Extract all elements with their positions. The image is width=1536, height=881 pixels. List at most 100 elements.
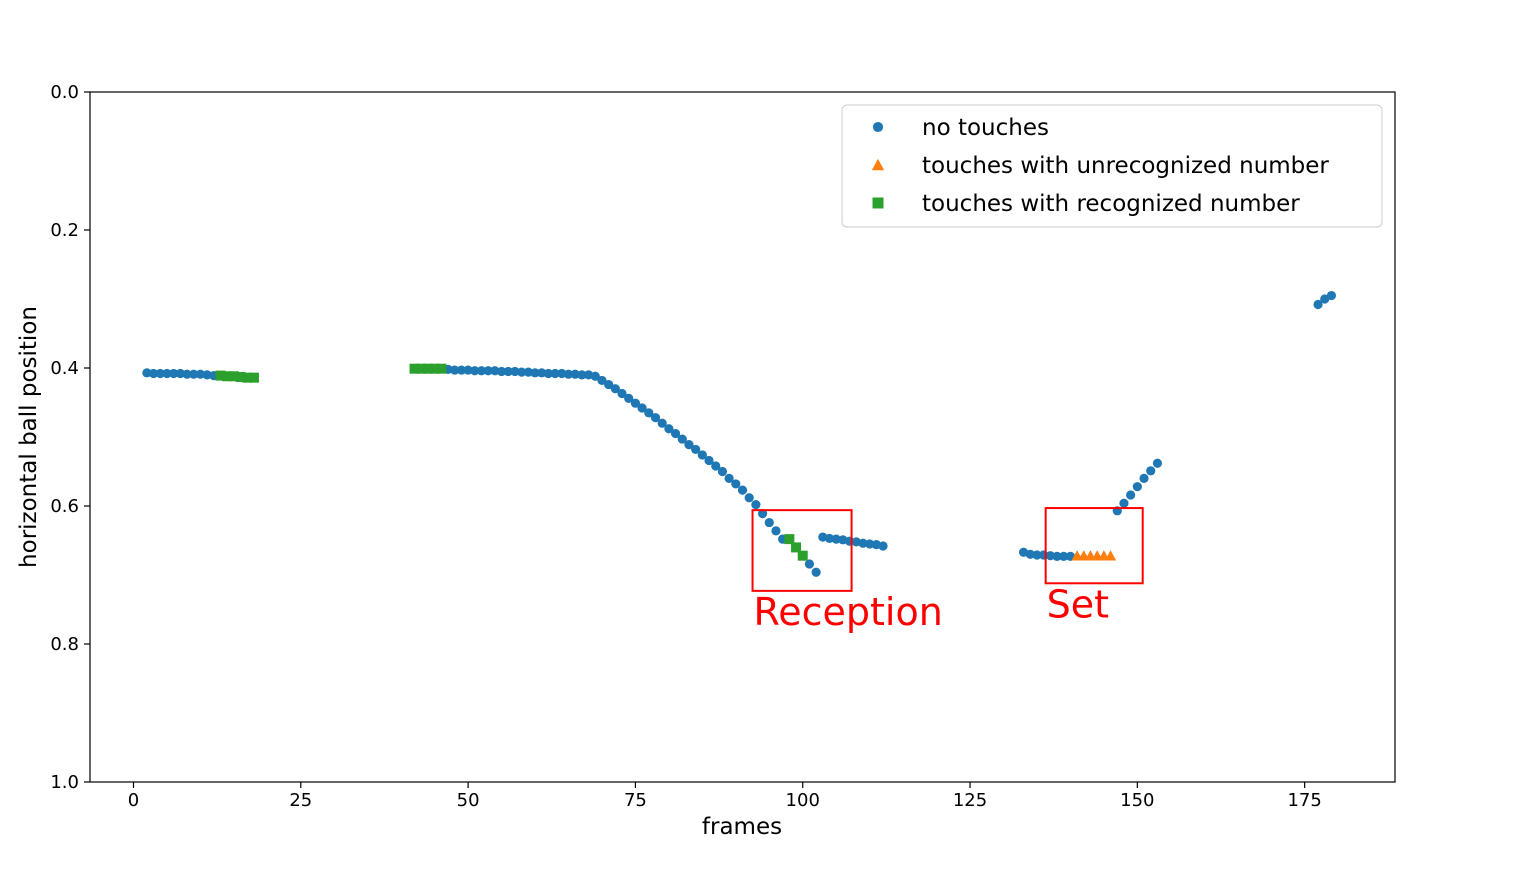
y-tick-label: 0.2 bbox=[50, 220, 79, 241]
data-point bbox=[597, 375, 607, 386]
data-point bbox=[1126, 490, 1136, 500]
legend-marker-triangle bbox=[871, 158, 885, 171]
y-tick-label: 0.4 bbox=[50, 358, 79, 379]
y-tick-label: 0.6 bbox=[50, 496, 79, 517]
x-axis: 0 25 50 75 100 125 150 175 bbox=[128, 782, 1322, 811]
data-point bbox=[416, 363, 427, 374]
y-axis-label: horizontal ball position bbox=[16, 306, 42, 568]
annotation-box-set bbox=[1044, 507, 1144, 585]
data-point bbox=[1104, 550, 1117, 561]
data-point bbox=[1025, 549, 1035, 559]
data-point bbox=[1146, 466, 1156, 476]
data-point bbox=[248, 372, 259, 383]
data-point bbox=[610, 384, 620, 394]
data-point bbox=[530, 368, 540, 378]
data-point bbox=[831, 534, 841, 544]
series-touches-with-recognized-number bbox=[215, 363, 808, 561]
data-point bbox=[737, 485, 748, 495]
x-tick-label: 125 bbox=[953, 790, 987, 811]
data-point bbox=[804, 559, 815, 569]
data-point bbox=[496, 366, 507, 377]
x-tick-label: 25 bbox=[289, 790, 312, 811]
data-point bbox=[764, 517, 774, 528]
legend-entry: no touches bbox=[872, 115, 1049, 141]
x-tick-label: 50 bbox=[457, 790, 480, 811]
data-point bbox=[483, 366, 493, 376]
data-point bbox=[202, 370, 212, 380]
data-point bbox=[1059, 551, 1069, 561]
data-point bbox=[148, 368, 159, 379]
annotation-box-reception bbox=[751, 509, 853, 592]
data-point bbox=[644, 408, 654, 418]
data-point bbox=[470, 366, 480, 376]
data-point bbox=[537, 368, 547, 378]
data-point bbox=[436, 363, 447, 374]
data-point bbox=[476, 366, 487, 376]
annotations: Reception Set bbox=[751, 507, 1144, 634]
data-point bbox=[169, 368, 179, 379]
data-point bbox=[1052, 551, 1062, 561]
series-touches-with-unrecognized-number bbox=[1071, 550, 1117, 561]
data-point bbox=[590, 371, 600, 381]
legend-entry: touches with recognized number bbox=[872, 191, 1300, 217]
data-point bbox=[422, 363, 433, 374]
x-tick-label: 150 bbox=[1120, 790, 1154, 811]
annotation-label-set: Set bbox=[1047, 582, 1109, 626]
data-point bbox=[463, 365, 473, 375]
data-point bbox=[657, 418, 667, 428]
data-point bbox=[664, 424, 674, 434]
y-axis: 0.0 0.2 0.4 0.6 0.8 1.0 bbox=[50, 82, 90, 793]
data-point bbox=[543, 368, 554, 379]
data-point bbox=[744, 493, 754, 503]
legend-marker-square bbox=[872, 197, 884, 209]
data-point bbox=[162, 368, 172, 379]
data-point bbox=[604, 379, 614, 390]
data-point bbox=[1152, 458, 1163, 468]
data-point bbox=[222, 371, 233, 382]
x-axis-label: frames bbox=[702, 814, 782, 840]
data-point bbox=[517, 367, 527, 377]
x-tick-label: 0 bbox=[128, 790, 139, 811]
data-point bbox=[717, 466, 728, 477]
x-tick-label: 100 bbox=[786, 790, 820, 811]
data-point bbox=[691, 444, 701, 455]
data-point bbox=[577, 370, 587, 380]
y-tick-label: 0.0 bbox=[50, 82, 79, 103]
data-point bbox=[510, 366, 520, 377]
annotation-label-reception: Reception bbox=[754, 590, 943, 634]
data-point bbox=[791, 542, 802, 553]
data-point bbox=[456, 365, 467, 375]
data-point bbox=[429, 363, 440, 374]
data-point bbox=[215, 370, 226, 381]
data-point bbox=[677, 434, 687, 444]
series-no-touches bbox=[142, 290, 1337, 577]
data-point bbox=[450, 365, 460, 375]
data-point bbox=[650, 413, 661, 423]
data-point bbox=[670, 428, 681, 439]
data-point bbox=[757, 508, 768, 519]
data-point bbox=[550, 368, 560, 379]
data-point bbox=[1032, 550, 1042, 560]
data-point bbox=[1045, 551, 1055, 561]
legend-label: touches with recognized number bbox=[922, 191, 1300, 217]
data-point bbox=[711, 461, 721, 471]
data-point bbox=[637, 403, 647, 413]
data-point bbox=[557, 368, 567, 379]
data-point bbox=[490, 366, 500, 376]
data-point bbox=[624, 393, 634, 403]
data-point bbox=[797, 550, 808, 561]
data-point bbox=[570, 369, 580, 379]
data-point bbox=[771, 526, 781, 536]
data-point bbox=[563, 369, 574, 379]
data-point bbox=[704, 455, 714, 466]
data-point bbox=[195, 369, 206, 379]
data-point bbox=[684, 439, 694, 450]
data-point bbox=[182, 369, 192, 379]
data-point bbox=[1132, 482, 1142, 492]
data-point bbox=[1313, 299, 1323, 310]
data-point bbox=[1326, 290, 1337, 301]
x-tick-label: 75 bbox=[624, 790, 647, 811]
data-point bbox=[697, 450, 707, 460]
data-point bbox=[409, 363, 420, 374]
